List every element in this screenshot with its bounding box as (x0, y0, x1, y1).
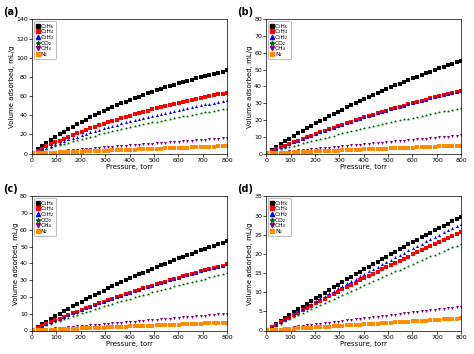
Legend: C₂H₆, C₂H₄, C₂H₂, CO₂, CH₄, N₂: C₂H₆, C₂H₄, C₂H₂, CO₂, CH₄, N₂ (34, 198, 56, 236)
Y-axis label: Volume adsorbed, mL/g: Volume adsorbed, mL/g (247, 222, 253, 305)
Text: (c): (c) (3, 184, 18, 194)
X-axis label: Pressure, torr: Pressure, torr (340, 164, 387, 170)
X-axis label: Pressure, torr: Pressure, torr (106, 341, 153, 347)
Text: (a): (a) (3, 7, 18, 17)
X-axis label: Pressure, torr: Pressure, torr (340, 341, 387, 347)
Y-axis label: Volume adsorbed, mL/g: Volume adsorbed, mL/g (12, 222, 18, 305)
Y-axis label: Volume adsorbed, mL/g: Volume adsorbed, mL/g (9, 45, 15, 128)
Text: (d): (d) (237, 184, 253, 194)
Y-axis label: Volume adsorbed, mL/g: Volume adsorbed, mL/g (247, 45, 253, 128)
Legend: C₂H₆, C₂H₄, C₂H₂, CO₂, CH₄, N₂: C₂H₆, C₂H₄, C₂H₂, CO₂, CH₄, N₂ (268, 198, 291, 236)
X-axis label: Pressure, torr: Pressure, torr (106, 164, 153, 170)
Legend: C₂H₆, C₂H₄, C₂H₂, CO₂, CH₄, N₂: C₂H₆, C₂H₄, C₂H₂, CO₂, CH₄, N₂ (268, 21, 291, 59)
Legend: C₂H₆, C₂H₄, C₂H₂, CO₂, CH₄, N₂: C₂H₆, C₂H₄, C₂H₂, CO₂, CH₄, N₂ (34, 21, 56, 59)
Text: (b): (b) (237, 7, 253, 17)
